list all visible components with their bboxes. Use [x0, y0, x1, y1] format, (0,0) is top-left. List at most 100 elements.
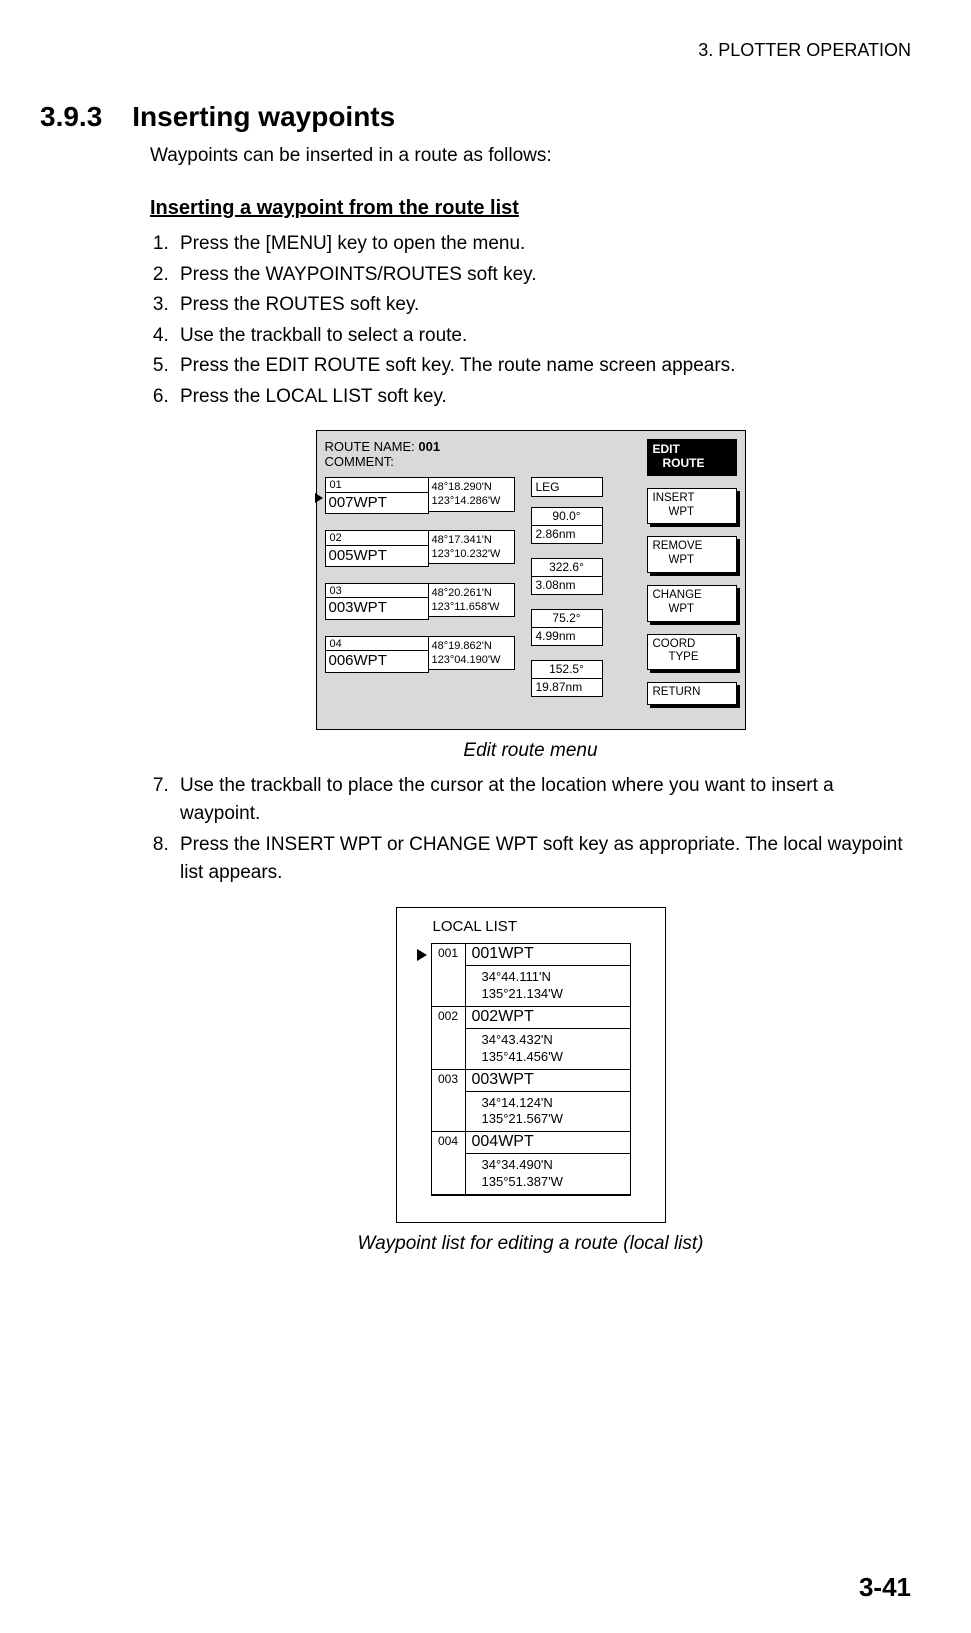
list-content: 004WPT 34°34.490'N 135°51.387'W: [466, 1132, 631, 1195]
running-header: 3. PLOTTER OPERATION: [40, 40, 911, 61]
section-heading: 3.9.3 Inserting waypoints: [40, 101, 911, 133]
waypoint-row: 01 007WPT 48°18.290'N 123°14.286'W: [325, 477, 631, 514]
coord-type-button[interactable]: COORD TYPE: [647, 634, 737, 671]
lat: 48°20.261'N: [432, 586, 511, 600]
figure2-caption: Waypoint list for editing a route (local…: [150, 1233, 911, 1255]
list-content: 002WPT 34°43.432'N 135°41.456'W: [466, 1007, 631, 1070]
insert-wpt-button[interactable]: INSERT WPT: [647, 488, 737, 525]
lon: 135°21.567'W: [482, 1111, 563, 1126]
waypoint-area: LEG 90.0° 2.86nm 322.6° 3.08nm: [325, 477, 631, 673]
lon: 135°41.456'W: [482, 1049, 563, 1064]
list-name: 004WPT: [466, 1132, 630, 1153]
subheading: Inserting a waypoint from the route list: [150, 197, 911, 220]
section-number: 3.9.3: [40, 101, 102, 133]
waypoint-number: 04: [326, 637, 428, 652]
softkey-line1: REMOVE: [653, 540, 703, 552]
local-list-title: LOCAL LIST: [433, 918, 643, 935]
list-content: 001WPT 34°44.111'N 135°21.134'W: [466, 944, 631, 1007]
edit-route-left: ROUTE NAME: 001 COMMENT: LEG 90.0° 2.86n…: [325, 439, 631, 705]
local-list-screen: LOCAL LIST 001 001WPT 34°44.111'N 135°21…: [396, 907, 666, 1223]
lon: 135°51.387'W: [482, 1174, 563, 1189]
step: Press the WAYPOINTS/ROUTES soft key.: [174, 261, 911, 290]
list-item: 001 001WPT 34°44.111'N 135°21.134'W: [432, 944, 631, 1007]
waypoint-coords: 48°20.261'N 123°11.658'W: [429, 583, 515, 618]
softkey-line1: COORD: [653, 638, 696, 650]
waypoint-number: 03: [326, 584, 428, 599]
cursor-icon: [417, 949, 427, 961]
lon: 123°10.232'W: [432, 547, 511, 561]
softkey-line1: RETURN: [653, 686, 701, 698]
softkey-line2: WPT: [668, 506, 694, 518]
waypoint-coords: 48°18.290'N 123°14.286'W: [429, 477, 515, 512]
route-name-label: ROUTE NAME:: [325, 439, 415, 454]
list-coords: 34°44.111'N 135°21.134'W: [466, 965, 630, 1006]
waypoint-row: 02 005WPT 48°17.341'N 123°10.232'W: [325, 530, 631, 567]
step: Use the trackball to place the cursor at…: [174, 772, 911, 829]
softkey-title: EDIT ROUTE: [647, 439, 737, 476]
step: Press the EDIT ROUTE soft key. The route…: [174, 352, 911, 381]
list-name: 001WPT: [466, 944, 630, 965]
return-button[interactable]: RETURN: [647, 682, 737, 705]
lon: 123°04.190'W: [432, 653, 511, 667]
lat: 48°17.341'N: [432, 533, 511, 547]
list-name: 003WPT: [466, 1070, 630, 1091]
step: Press the INSERT WPT or CHANGE WPT soft …: [174, 831, 911, 888]
list-coords: 34°14.124'N 135°21.567'W: [466, 1091, 630, 1132]
softkey-title-1: EDIT: [653, 442, 680, 456]
lat: 48°19.862'N: [432, 639, 511, 653]
section-title: Inserting waypoints: [132, 101, 395, 133]
lat: 34°44.111'N: [482, 969, 551, 984]
lon: 123°11.658'W: [432, 600, 511, 614]
body: Waypoints can be inserted in a route as …: [150, 145, 911, 1255]
list-coords: 34°43.432'N 135°41.456'W: [466, 1028, 630, 1069]
lat: 48°18.290'N: [432, 480, 511, 494]
lon: 123°14.286'W: [432, 494, 511, 508]
waypoint-row: 03 003WPT 48°20.261'N 123°11.658'W: [325, 583, 631, 620]
step: Use the trackball to select a route.: [174, 322, 911, 351]
step: Press the LOCAL LIST soft key.: [174, 383, 911, 412]
steps-list-b: Use the trackball to place the cursor at…: [150, 772, 911, 888]
lat: 34°34.490'N: [482, 1157, 553, 1172]
waypoint-coords: 48°17.341'N 123°10.232'W: [429, 530, 515, 565]
list-number: 004: [432, 1132, 466, 1195]
softkey-title-2: ROUTE: [663, 456, 705, 470]
local-list-column: 001 001WPT 34°44.111'N 135°21.134'W 002: [431, 943, 631, 1196]
page-number: 3-41: [859, 1572, 911, 1603]
list-number: 001: [432, 944, 466, 1007]
route-name-row: ROUTE NAME: 001: [325, 439, 631, 454]
lat: 34°43.432'N: [482, 1032, 553, 1047]
waypoint-cell: 03 003WPT: [325, 583, 429, 620]
leg-distance: 19.87nm: [532, 679, 602, 696]
waypoint-name: 005WPT: [326, 546, 428, 566]
waypoint-row: 04 006WPT 48°19.862'N 123°04.190'W: [325, 636, 631, 673]
list-item: 004 004WPT 34°34.490'N 135°51.387'W: [432, 1132, 631, 1195]
softkey-line2: TYPE: [668, 651, 698, 663]
figure-local-list: LOCAL LIST 001 001WPT 34°44.111'N 135°21…: [150, 907, 911, 1223]
list-number: 002: [432, 1007, 466, 1070]
lon: 135°21.134'W: [482, 986, 563, 1001]
list-coords: 34°34.490'N 135°51.387'W: [466, 1153, 630, 1194]
remove-wpt-button[interactable]: REMOVE WPT: [647, 536, 737, 573]
waypoint-cell: 01 007WPT: [325, 477, 429, 514]
waypoint-name: 006WPT: [326, 651, 428, 671]
softkey-line2: WPT: [668, 554, 694, 566]
intro-text: Waypoints can be inserted in a route as …: [150, 145, 911, 167]
softkey-line1: INSERT: [653, 492, 695, 504]
local-list-table: 001 001WPT 34°44.111'N 135°21.134'W 002: [431, 943, 643, 1196]
list-item: 003 003WPT 34°14.124'N 135°21.567'W: [432, 1070, 631, 1133]
list-content: 003WPT 34°14.124'N 135°21.567'W: [466, 1070, 631, 1133]
figure1-caption: Edit route menu: [150, 740, 911, 762]
waypoint-name: 003WPT: [326, 598, 428, 618]
softkey-line1: CHANGE: [653, 589, 702, 601]
step: Press the ROUTES soft key.: [174, 291, 911, 320]
change-wpt-button[interactable]: CHANGE WPT: [647, 585, 737, 622]
list-number: 003: [432, 1070, 466, 1133]
softkey-column: EDIT ROUTE INSERT WPT REMOVE WPT CHANGE: [647, 439, 737, 705]
edit-route-screen: ROUTE NAME: 001 COMMENT: LEG 90.0° 2.86n…: [316, 430, 746, 730]
waypoint-coords: 48°19.862'N 123°04.190'W: [429, 636, 515, 671]
page: 3. PLOTTER OPERATION 3.9.3 Inserting way…: [0, 0, 971, 1633]
list-name: 002WPT: [466, 1007, 630, 1028]
list-item: 002 002WPT 34°43.432'N 135°41.456'W: [432, 1007, 631, 1070]
waypoint-cell: 04 006WPT: [325, 636, 429, 673]
waypoint-number: 02: [326, 531, 428, 546]
